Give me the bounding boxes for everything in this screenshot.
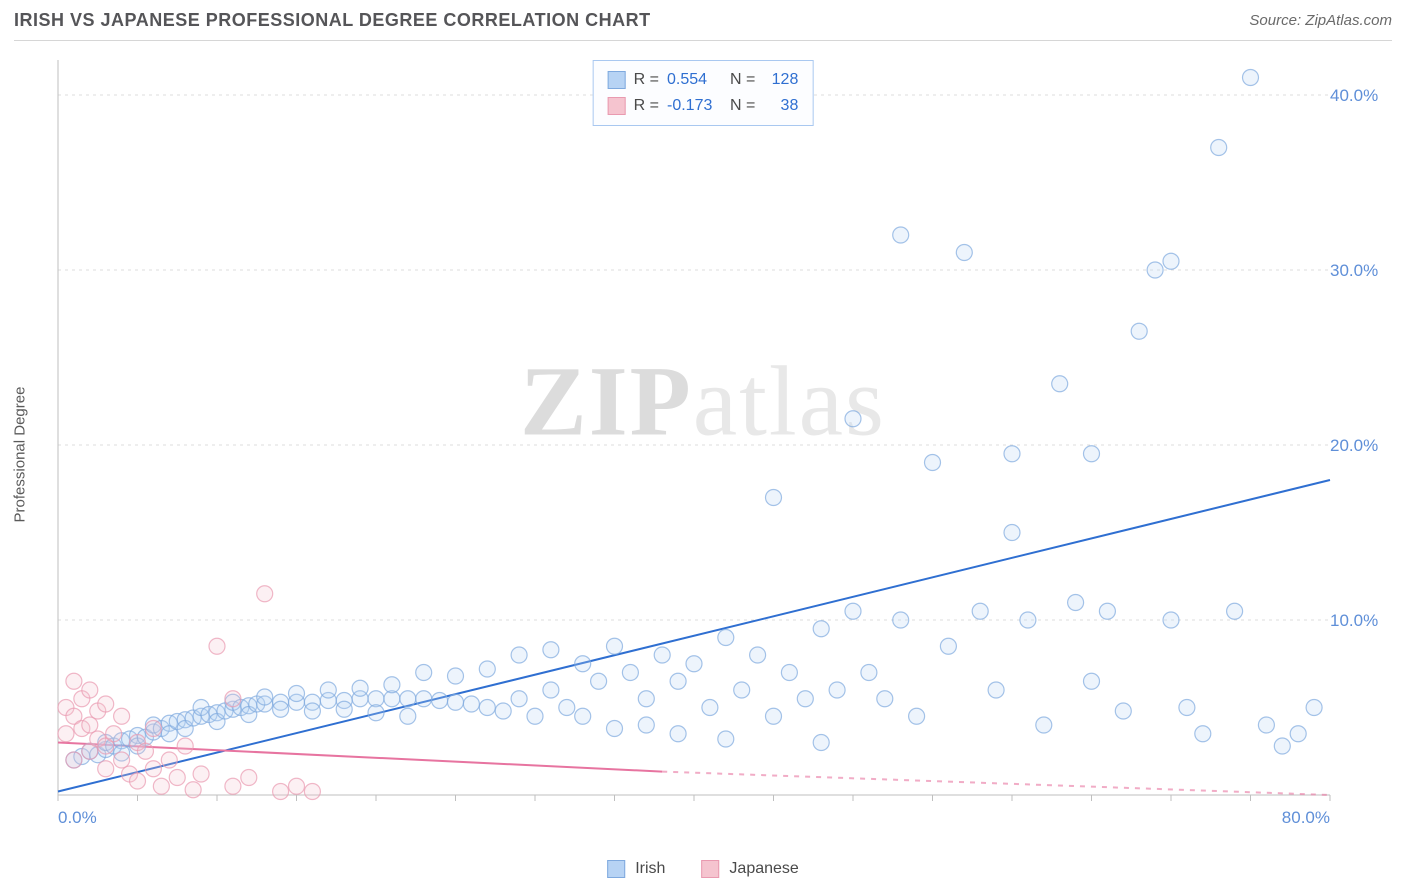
swatch-irish [607, 860, 625, 878]
n-label: N = [730, 67, 755, 93]
swatch-irish [608, 71, 626, 89]
title-divider [14, 40, 1392, 41]
source-attribution: Source: ZipAtlas.com [1249, 12, 1392, 29]
svg-text:20.0%: 20.0% [1330, 436, 1378, 455]
n-label: N = [730, 93, 755, 119]
chart-title: IRISH VS JAPANESE PROFESSIONAL DEGREE CO… [14, 10, 651, 30]
n-value-irish: 128 [763, 67, 798, 93]
legend-item-irish: Irish [607, 860, 665, 878]
source-label: Source: [1249, 12, 1305, 29]
legend-row-japanese: R = -0.173 N = 38 [608, 93, 799, 119]
scatter-chart: 0.0%80.0%10.0%20.0%30.0%40.0% [50, 55, 1340, 825]
legend-row-irish: R = 0.554 N = 128 [608, 67, 799, 93]
r-value-irish: 0.554 [667, 67, 722, 93]
n-value-japanese: 38 [763, 93, 798, 119]
source-link[interactable]: ZipAtlas.com [1305, 12, 1392, 29]
series-legend: Irish Japanese [607, 860, 799, 878]
correlation-legend: R = 0.554 N = 128 R = -0.173 N = 38 [593, 60, 814, 126]
r-value-japanese: -0.173 [667, 93, 722, 119]
y-axis-label: Professional Degree [12, 387, 29, 523]
swatch-japanese [608, 97, 626, 115]
r-label: R = [634, 67, 659, 93]
legend-label-irish: Irish [635, 860, 665, 878]
legend-item-japanese: Japanese [701, 860, 798, 878]
svg-text:40.0%: 40.0% [1330, 86, 1378, 105]
legend-label-japanese: Japanese [729, 860, 798, 878]
svg-text:10.0%: 10.0% [1330, 611, 1378, 630]
r-label: R = [634, 93, 659, 119]
svg-text:80.0%: 80.0% [1282, 808, 1330, 827]
svg-text:0.0%: 0.0% [58, 808, 97, 827]
svg-text:30.0%: 30.0% [1330, 261, 1378, 280]
swatch-japanese [701, 860, 719, 878]
chart-svg: 0.0%80.0%10.0%20.0%30.0%40.0% [50, 55, 1340, 825]
